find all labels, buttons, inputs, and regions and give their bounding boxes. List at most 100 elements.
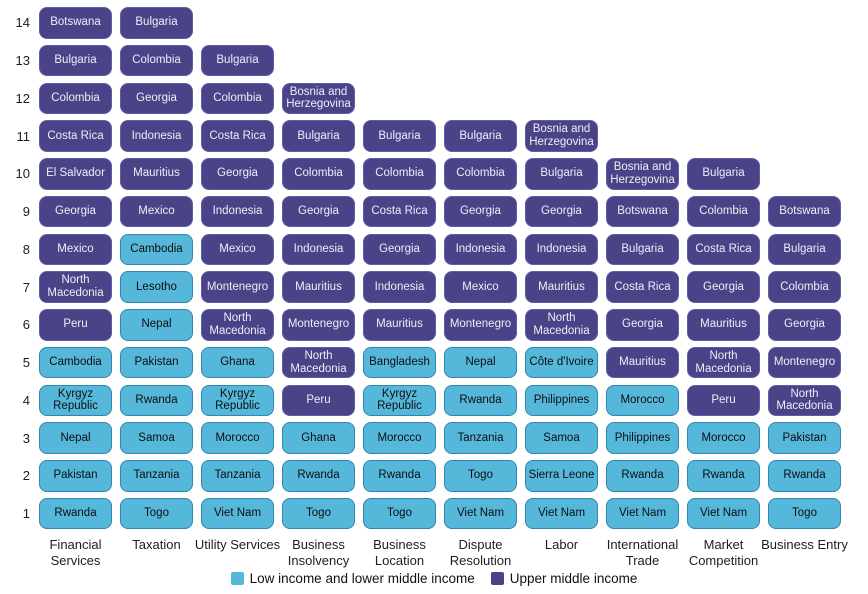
country-tile: Morocco	[687, 422, 760, 454]
country-tile: Togo	[363, 497, 436, 530]
country-tile: Mauritius	[363, 309, 436, 341]
country-tile: El Salvador	[39, 158, 112, 190]
country-tile: Pakistan	[39, 460, 112, 492]
country-tile: Mauritius	[687, 309, 760, 341]
country-tile: Georgia	[525, 195, 598, 228]
country-tile: Montenegro	[282, 309, 355, 341]
y-axis-tick: 2	[22, 468, 30, 484]
country-tile: Lesotho	[120, 271, 193, 303]
country-tile: Mauritius	[606, 346, 679, 379]
country-tile: Costa Rica	[201, 120, 274, 152]
country-tile: Bulgaria	[606, 233, 679, 265]
country-tile: North Macedonia	[282, 346, 355, 379]
legend-item-upper-middle-income: Upper middle income	[490, 571, 638, 586]
y-axis-tick: 11	[16, 128, 31, 144]
legend-label-upper-middle-income: Upper middle income	[509, 571, 638, 586]
category-label: Utility Services	[194, 537, 281, 552]
y-axis-tick: 14	[15, 15, 30, 31]
country-tile: Bosnia and Herzegovina	[525, 120, 598, 152]
country-tile: Mauritius	[525, 271, 598, 303]
country-tile: Rwanda	[768, 460, 841, 492]
country-tile: Georgia	[444, 195, 517, 228]
country-tile: Côte d'Ivoire	[525, 346, 598, 379]
country-tile: Botswana	[39, 7, 112, 39]
legend: Low income and lower middle income Upper…	[0, 571, 868, 586]
country-tile: Morocco	[363, 422, 436, 454]
country-tile: Bosnia and Herzegovina	[606, 158, 679, 190]
country-tile: Montenegro	[444, 309, 517, 341]
country-tile: Bulgaria	[444, 120, 517, 152]
country-tile: Togo	[444, 460, 517, 492]
country-tile: Botswana	[606, 195, 679, 228]
legend-swatch-low-income-icon	[230, 572, 244, 585]
country-tile: North Macedonia	[768, 384, 841, 416]
category-label: International Trade	[606, 537, 679, 568]
y-axis-tick: 1	[22, 506, 30, 521]
country-tile: Mexico	[120, 195, 193, 228]
country-tile: Costa Rica	[606, 271, 679, 303]
category-label: Financial Services	[49, 537, 102, 568]
country-tile: Indonesia	[444, 233, 517, 265]
country-tile: Indonesia	[282, 233, 355, 265]
country-tile: Viet Nam	[201, 497, 274, 530]
country-tile: Nepal	[444, 346, 517, 379]
country-tile: Rwanda	[606, 460, 679, 492]
country-tile: Colombia	[768, 271, 841, 303]
legend-swatch-upper-middle-income-icon	[490, 572, 504, 585]
y-axis-tick: 13	[15, 53, 30, 68]
country-tile: Sierra Leone	[525, 460, 598, 492]
country-tile: Georgia	[120, 82, 193, 114]
country-tile: Colombia	[120, 44, 193, 77]
country-tile: Bulgaria	[39, 44, 112, 77]
legend-label-low-income: Low income and lower middle income	[249, 571, 475, 586]
category-label: Business Entry	[761, 537, 848, 552]
country-tile: Georgia	[201, 158, 274, 190]
country-tile: Togo	[120, 497, 193, 530]
country-tile: Viet Nam	[606, 497, 679, 530]
y-axis-tick: 9	[22, 204, 30, 219]
country-tile: Cambodia	[39, 346, 112, 379]
country-tile: Mauritius	[120, 158, 193, 190]
country-tile: Cambodia	[120, 233, 193, 265]
y-axis-tick: 3	[22, 430, 30, 446]
country-tile: Peru	[687, 384, 760, 416]
country-tile: Georgia	[39, 195, 112, 228]
country-tile: Pakistan	[120, 346, 193, 379]
country-tile: Costa Rica	[363, 195, 436, 228]
country-tile: Indonesia	[363, 271, 436, 303]
country-tile: Morocco	[606, 384, 679, 416]
country-tile: Tanzania	[444, 422, 517, 454]
country-tile: Kyrgyz Republic	[39, 384, 112, 416]
y-axis-tick: 7	[22, 279, 30, 295]
country-tile: Georgia	[768, 309, 841, 341]
y-axis-tick: 5	[22, 355, 30, 370]
y-axis-tick: 12	[15, 90, 30, 106]
category-label: Labor	[544, 537, 579, 552]
country-tile: Bulgaria	[687, 158, 760, 190]
country-tile: Rwanda	[687, 460, 760, 492]
country-tile: Nepal	[39, 422, 112, 454]
category-label: Taxation	[132, 537, 181, 552]
country-tile: Kyrgyz Republic	[201, 384, 274, 416]
country-tile: Indonesia	[201, 195, 274, 228]
country-tile: Bosnia and Herzegovina	[282, 82, 355, 114]
country-tile: Tanzania	[201, 460, 274, 492]
country-tile: Georgia	[282, 195, 355, 228]
country-tile: Colombia	[39, 82, 112, 114]
country-tile: Mexico	[201, 233, 274, 265]
country-tile: Georgia	[606, 309, 679, 341]
country-tile: Colombia	[444, 158, 517, 190]
country-tile: Indonesia	[120, 120, 193, 152]
country-tile: Colombia	[687, 195, 760, 228]
country-tile: Togo	[282, 497, 355, 530]
country-tile: Colombia	[282, 158, 355, 190]
country-tile: Peru	[282, 384, 355, 416]
country-tile: Bulgaria	[363, 120, 436, 152]
y-axis-tick: 8	[22, 241, 30, 257]
country-tile: Bulgaria	[120, 7, 193, 39]
category-label: Business Location	[373, 537, 426, 568]
country-tile: Samoa	[525, 422, 598, 454]
country-tile: Bangladesh	[363, 346, 436, 379]
country-tile: Montenegro	[201, 271, 274, 303]
legend-item-low-income: Low income and lower middle income	[230, 571, 475, 586]
